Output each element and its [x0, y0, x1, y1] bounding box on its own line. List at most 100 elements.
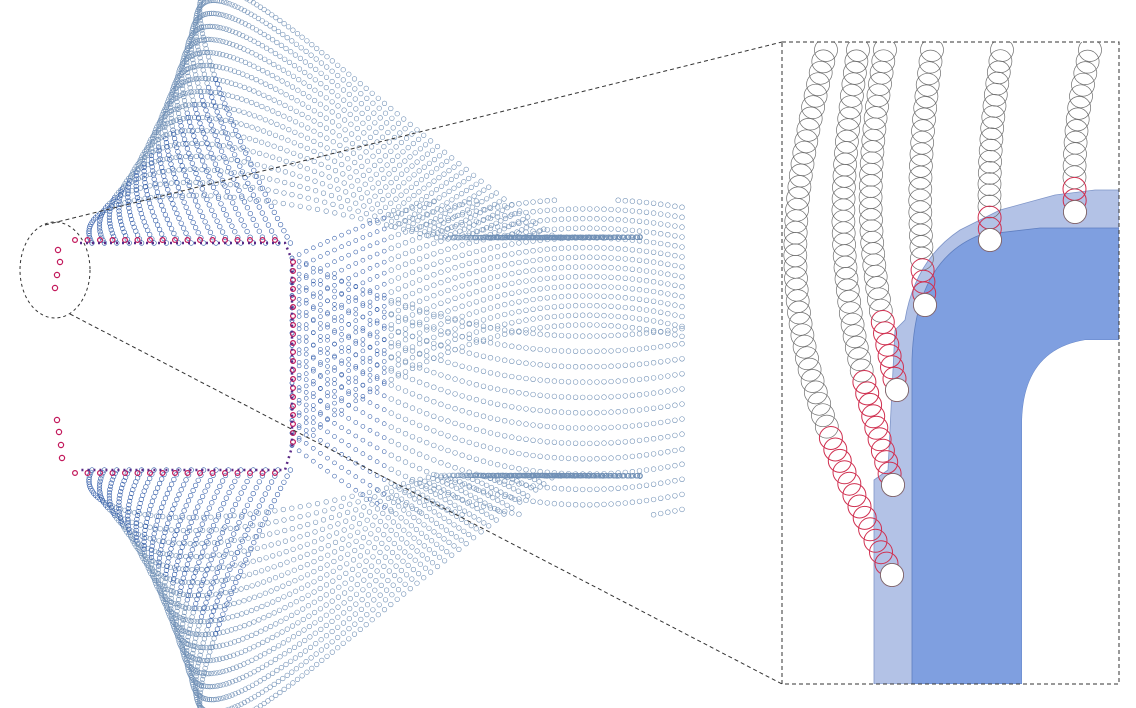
strand-particle	[126, 526, 132, 532]
fan-particle	[502, 242, 508, 248]
fan-particle	[431, 209, 437, 215]
strand-particle	[358, 195, 365, 201]
strand-particle	[340, 87, 347, 93]
fan-particle	[650, 249, 657, 255]
fan-particle	[572, 486, 579, 492]
strand-particle	[199, 140, 205, 147]
strand-particle	[197, 689, 203, 696]
strand-particle	[221, 553, 227, 559]
fan-particle	[601, 348, 607, 354]
strand-particle	[227, 706, 232, 708]
strand-particle	[436, 532, 442, 539]
fan-particle	[416, 319, 423, 326]
fan-particle	[558, 255, 565, 261]
fan-particle	[459, 303, 465, 309]
fan-particle	[346, 333, 351, 339]
strand-particle	[364, 602, 371, 608]
strand-particle	[246, 111, 252, 117]
fan-particle	[629, 218, 636, 224]
strand-particle	[233, 579, 239, 586]
fan-particle	[665, 403, 671, 409]
fan-particle	[502, 272, 508, 278]
fan-particle	[629, 346, 636, 353]
strand-particle	[541, 481, 547, 487]
fan-particle	[452, 317, 458, 323]
strand-particle	[215, 193, 222, 199]
strand-particle	[436, 153, 443, 159]
strand-particle	[226, 40, 233, 47]
fan-particle	[622, 423, 628, 430]
fan-particle	[658, 435, 664, 441]
fan-particle	[395, 253, 402, 259]
fan-particle	[395, 329, 402, 335]
strand-particle	[200, 193, 207, 199]
fan-particle	[416, 379, 423, 385]
strand-particle	[170, 127, 176, 133]
strand-particle	[410, 140, 417, 147]
strand-particle	[122, 526, 128, 533]
fan-particle	[587, 244, 593, 251]
strand-particle	[297, 534, 303, 540]
fan-particle	[551, 216, 558, 223]
fan-particle	[409, 362, 416, 368]
strand-particle	[363, 211, 370, 217]
strand-particle	[153, 522, 159, 528]
strand-particle	[213, 617, 219, 624]
strand-particle	[189, 53, 195, 59]
strand-particle	[213, 696, 219, 703]
strand-particle	[204, 553, 210, 559]
fan-particle	[601, 333, 607, 339]
strand-particle	[284, 626, 290, 632]
strand-particle	[220, 611, 226, 617]
strand-particle	[133, 531, 139, 537]
strand-particle	[470, 234, 476, 241]
strand-particle	[244, 0, 250, 2]
fan-particle	[318, 269, 323, 274]
fan-particle	[311, 330, 316, 336]
fan-particle	[445, 205, 451, 211]
strand-particle	[131, 166, 137, 172]
strand-particle	[188, 675, 195, 681]
strand-particle	[507, 494, 513, 500]
strand-particle	[280, 583, 286, 589]
strand-particle	[289, 525, 295, 532]
strand-particle	[364, 611, 370, 618]
strand-particle	[378, 582, 384, 589]
strand-particle	[330, 129, 336, 135]
fan-particle	[318, 334, 323, 339]
strand-particle	[157, 480, 163, 487]
fan-particle	[311, 381, 316, 387]
fan-particle	[409, 290, 416, 297]
strand-particle	[196, 693, 202, 699]
strand-particle	[419, 552, 425, 558]
strand-particle	[168, 612, 174, 618]
strand-particle	[179, 66, 185, 72]
fan-particle	[636, 277, 643, 283]
strand-particle	[384, 162, 390, 168]
strand-particle	[277, 53, 283, 59]
strand-particle	[207, 23, 213, 30]
strand-particle	[338, 503, 344, 510]
fan-particle	[650, 466, 657, 472]
strand-particle	[307, 73, 313, 79]
strand-particle	[190, 219, 196, 226]
fan-particle	[374, 417, 380, 423]
strand-particle	[245, 526, 251, 533]
strand-particle	[228, 116, 234, 123]
strand-particle	[162, 110, 168, 117]
strand-particle	[392, 224, 398, 230]
fan-particle	[601, 245, 607, 251]
strand-particle	[148, 554, 154, 561]
fan-particle	[311, 269, 316, 275]
strand-particle	[458, 537, 464, 543]
strand-particle	[149, 498, 155, 504]
strand-particle	[263, 687, 269, 693]
strand-particle	[158, 117, 164, 123]
strand-particle	[410, 486, 416, 493]
strand-particle	[312, 97, 318, 104]
fan-particle	[416, 309, 423, 315]
strand-particle	[304, 156, 310, 162]
strand-particle	[234, 612, 240, 619]
fan-particle	[587, 206, 593, 212]
strand-particle	[235, 496, 241, 502]
